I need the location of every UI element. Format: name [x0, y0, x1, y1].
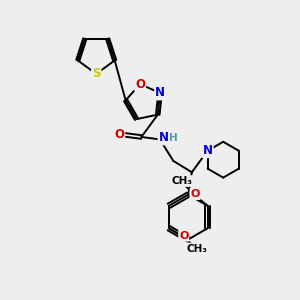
Text: S: S — [92, 68, 100, 80]
Text: N: N — [155, 86, 165, 100]
Text: N: N — [158, 131, 169, 144]
Text: O: O — [114, 128, 124, 141]
Text: N: N — [203, 144, 213, 157]
Text: H: H — [169, 133, 178, 143]
Text: CH₃: CH₃ — [172, 176, 193, 186]
Text: O: O — [190, 189, 200, 199]
Text: O: O — [179, 231, 188, 241]
Text: O: O — [135, 78, 145, 91]
Text: CH₃: CH₃ — [186, 244, 207, 254]
